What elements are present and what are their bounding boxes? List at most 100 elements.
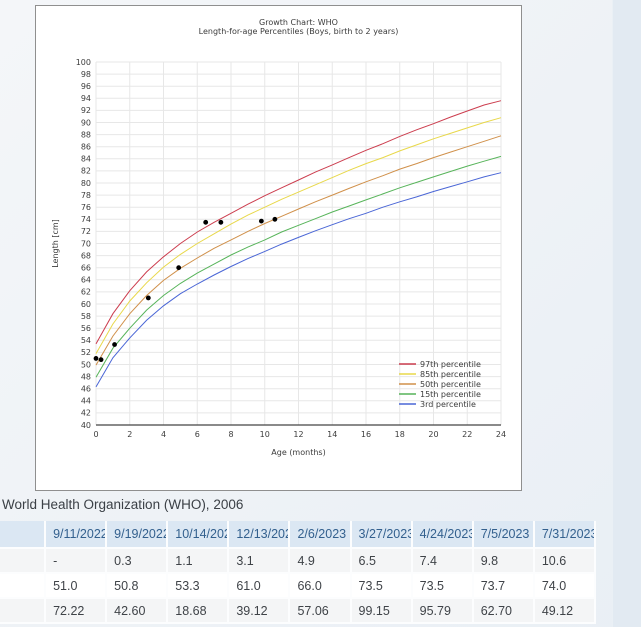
table-row-label — [0, 599, 47, 624]
table-cell: - — [46, 549, 108, 574]
data-point — [93, 356, 99, 361]
table-cell: 7.4 — [412, 549, 474, 574]
legend-label: 3rd percentile — [420, 400, 476, 409]
y-tick-label: 72 — [81, 227, 91, 236]
table-cell: 95.79 — [412, 599, 474, 624]
table-row: -0.3 1.1 3.1 4.9 6.5 7.4 9.8 10.6 — [0, 549, 596, 574]
y-tick-label: 44 — [81, 397, 91, 406]
x-tick-label: 18 — [395, 430, 405, 439]
table-cell: 57.06 — [290, 599, 352, 624]
y-tick-label: 48 — [81, 372, 91, 381]
table-cell: 49.12 — [534, 599, 596, 624]
y-tick-label: 80 — [81, 179, 91, 188]
y-tick-label: 50 — [81, 360, 91, 369]
table-cell: 39.12 — [229, 599, 291, 624]
data-point — [258, 218, 264, 224]
y-tick-label: 94 — [81, 94, 91, 103]
y-axis-label: Length [cm] — [51, 219, 60, 268]
table-cell: 18.68 — [168, 599, 230, 624]
table-header-date[interactable]: 7/31/2023 — [534, 521, 596, 549]
table-cell: 3.1 — [229, 549, 291, 574]
x-tick-label: 14 — [327, 430, 337, 439]
growth-chart-panel: 40 42 44 46 48 50 52 54 56 58 60 62 64 66 68 70 72 74 76 78… — [35, 5, 522, 491]
table-cell: 53.3 — [168, 574, 230, 599]
x-tick-label: 12 — [293, 430, 303, 439]
y-tick-label: 58 — [81, 312, 91, 321]
table-cell: 72.22 — [46, 599, 108, 624]
data-point — [176, 265, 182, 271]
table-row: 51.0 50.8 53.3 61.0 66.0 73.5 73.5 73.7 74.0 — [0, 574, 596, 599]
y-tick-label: 76 — [81, 203, 91, 212]
y-tick-label: 64 — [81, 276, 91, 285]
table-cell: 74.0 — [534, 574, 596, 599]
growth-chart-svg: 4042444648505254565860626466687072747678… — [51, 18, 506, 457]
table-cell: 62.70 — [473, 599, 535, 624]
x-tick-label: 6 — [195, 430, 200, 439]
x-tick-label: 4 — [161, 430, 166, 439]
y-tick-label: 46 — [81, 385, 91, 394]
table-cell: 9.8 — [473, 549, 535, 574]
y-tick-label: 70 — [81, 239, 91, 248]
y-tick-label: 100 — [76, 58, 91, 67]
table-cell: 4.9 — [290, 549, 352, 574]
table-cell: 73.7 — [473, 574, 535, 599]
y-tick-label: 82 — [81, 167, 91, 176]
percentile-curve — [95, 117, 502, 354]
table-cell: 99.15 — [351, 599, 413, 624]
x-tick-label: 24 — [496, 430, 506, 439]
chart-title: Growth Chart: WHO — [259, 18, 338, 27]
y-tick-label: 56 — [81, 324, 91, 333]
x-tick-label: 10 — [260, 430, 270, 439]
y-tick-label: 74 — [81, 215, 91, 224]
chart-subtitle: Length-for-age Percentiles (Boys, birth … — [199, 27, 399, 36]
y-tick-label: 88 — [81, 130, 91, 139]
table-cell: 61.0 — [229, 574, 291, 599]
y-tick-label: 60 — [81, 300, 91, 309]
x-tick-label: 22 — [462, 430, 472, 439]
x-tick-label: 0 — [93, 430, 98, 439]
data-point — [218, 219, 224, 225]
y-tick-label: 90 — [81, 118, 91, 127]
table-header-date[interactable]: 10/14/2022 — [168, 521, 230, 549]
table-cell: 50.8 — [107, 574, 169, 599]
y-tick-label: 86 — [81, 143, 91, 152]
table-header-date[interactable]: 2/6/2023 — [290, 521, 352, 549]
table-header-blank — [0, 521, 47, 549]
data-point — [98, 357, 104, 363]
y-tick-label: 42 — [81, 409, 91, 418]
table-header-date[interactable]: 4/24/2023 — [412, 521, 474, 549]
table-header-date[interactable]: 12/13/2022 — [229, 521, 291, 549]
table-row-label — [0, 574, 47, 599]
table-row-label — [0, 549, 47, 574]
y-tick-label: 78 — [81, 191, 91, 200]
data-point — [203, 219, 209, 225]
table-row: 72.22 42.60 18.68 39.12 57.06 99.15 95.79 62.70… — [0, 599, 596, 624]
right-gutter-band — [612, 0, 641, 627]
percentile-curve — [95, 100, 502, 345]
table-cell: 0.3 — [107, 549, 169, 574]
y-tick-label: 68 — [81, 251, 91, 260]
table-cell: 10.6 — [534, 549, 596, 574]
y-tick-label: 84 — [81, 155, 91, 164]
y-tick-label: 92 — [81, 106, 91, 115]
percentile-curve — [95, 155, 502, 378]
legend-label: 50th percentile — [420, 380, 481, 389]
growth-chart: 40 42 44 46 48 50 52 54 56 58 60 62 64 66 68 70 72 74 76 78… — [36, 6, 521, 490]
table-cell: 73.5 — [412, 574, 474, 599]
legend-label: 97th percentile — [420, 360, 481, 369]
table-cell: 66.0 — [290, 574, 352, 599]
table-header-date[interactable]: 7/5/2023 — [473, 521, 535, 549]
y-tick-label: 62 — [81, 288, 91, 297]
y-tick-label: 40 — [81, 421, 91, 430]
table-header-date[interactable]: 3/27/2023 — [351, 521, 413, 549]
table-header-date[interactable]: 9/19/2022 — [107, 521, 169, 549]
table-cell: 6.5 — [351, 549, 413, 574]
table-header-date[interactable]: 9/11/2022 — [46, 521, 108, 549]
table-cell: 73.5 — [351, 574, 413, 599]
chart-source-caption: World Health Organization (WHO), 2006 — [2, 497, 244, 512]
percentile-curve — [95, 135, 502, 366]
table-header-row: 9/11/20229/19/202210/14/202212/13/20222/… — [0, 521, 596, 549]
data-point — [112, 342, 117, 347]
y-tick-label: 96 — [81, 82, 91, 91]
x-tick-label: 20 — [428, 430, 438, 439]
